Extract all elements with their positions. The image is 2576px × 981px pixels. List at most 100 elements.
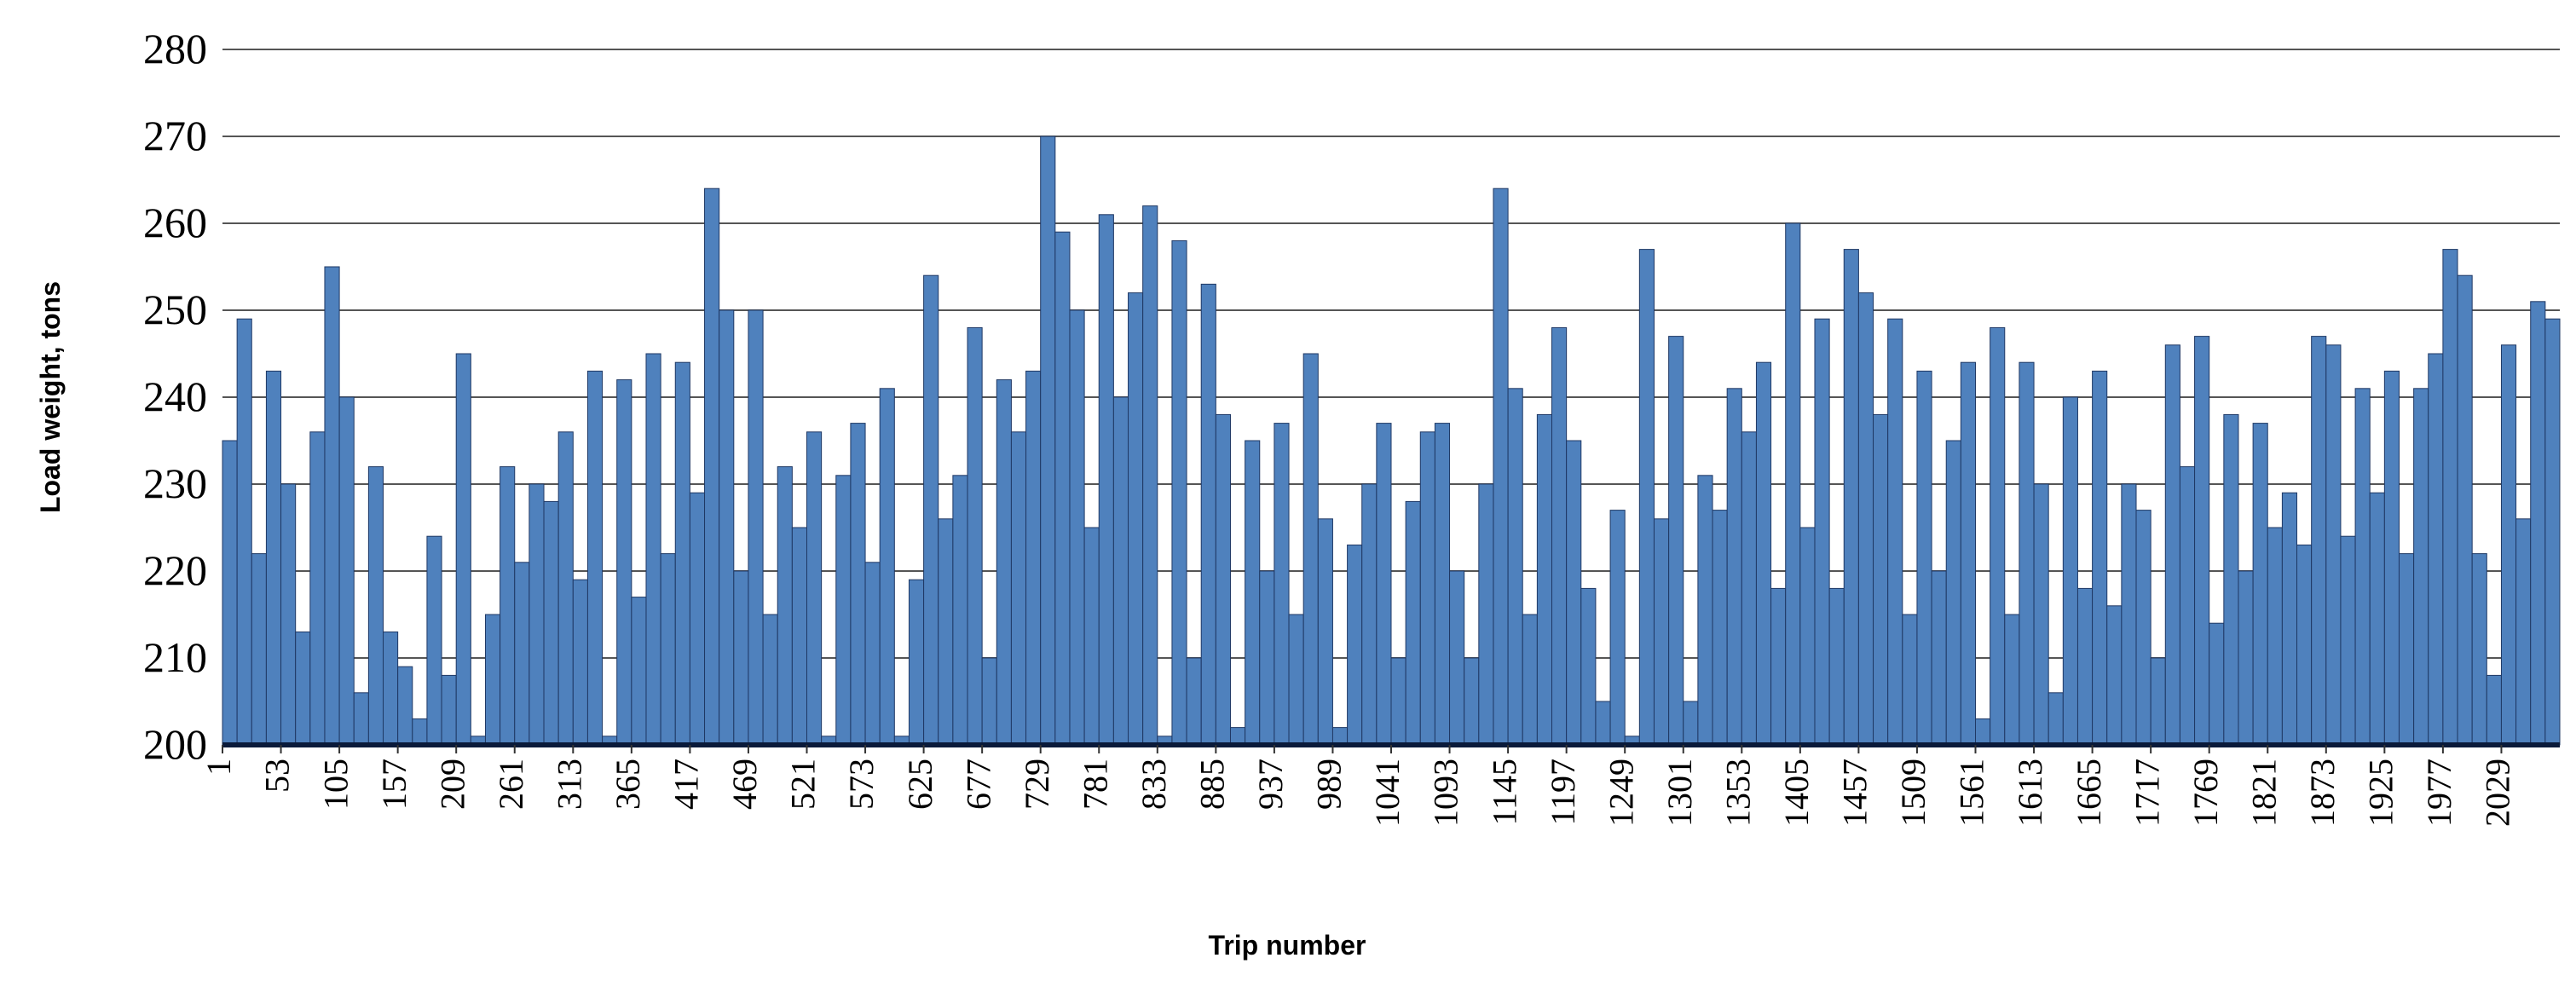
bar xyxy=(338,396,355,746)
x-tick-label: 937 xyxy=(1251,759,1290,810)
bar xyxy=(222,440,238,746)
bar xyxy=(674,361,690,746)
bar xyxy=(514,562,530,746)
x-tick-label: 1197 xyxy=(1544,759,1582,826)
bar xyxy=(1112,396,1129,746)
y-axis-title: Load weight, tons xyxy=(35,281,66,513)
bar xyxy=(791,527,807,746)
bar xyxy=(1025,370,1042,746)
bar xyxy=(645,353,661,746)
bar xyxy=(1390,657,1406,746)
bar xyxy=(879,388,895,746)
bar xyxy=(1069,309,1085,746)
bar xyxy=(1128,292,1144,746)
x-tick-label: 2029 xyxy=(2479,759,2517,827)
x-tick-label: 573 xyxy=(842,759,881,810)
y-tick-label: 280 xyxy=(143,25,207,72)
bar xyxy=(1566,440,1582,746)
bar xyxy=(1507,388,1523,746)
bar xyxy=(251,553,267,746)
bar xyxy=(1405,500,1421,746)
x-tick-label: 313 xyxy=(550,759,588,810)
bar xyxy=(2530,301,2546,746)
x-tick-label: 365 xyxy=(609,759,647,810)
bar xyxy=(2500,344,2517,746)
bar xyxy=(1010,431,1027,746)
bar xyxy=(2238,570,2254,746)
bar xyxy=(996,379,1012,746)
bar xyxy=(295,631,311,746)
x-axis-title: Trip number xyxy=(1209,930,1366,961)
bar xyxy=(1449,570,1465,746)
bar xyxy=(2135,510,2151,746)
bar xyxy=(1347,544,1363,746)
bar xyxy=(2471,553,2487,746)
x-tick-label: 677 xyxy=(959,759,997,810)
x-tick-label: 1405 xyxy=(1777,759,1816,827)
x-tick-label: 1769 xyxy=(2186,759,2225,827)
bar xyxy=(1887,318,1903,746)
bar xyxy=(2398,553,2415,746)
bar xyxy=(1536,413,1553,746)
y-tick-label: 240 xyxy=(143,372,207,420)
x-tick-label: 1249 xyxy=(1602,759,1640,827)
bar xyxy=(1274,423,1290,746)
x-tick-label: 1925 xyxy=(2362,759,2400,827)
bar xyxy=(1990,326,2006,746)
bar xyxy=(2076,587,2094,746)
bar xyxy=(1785,222,1801,746)
bar xyxy=(455,353,471,746)
bar xyxy=(1464,657,1480,746)
bar xyxy=(1770,587,1787,746)
bar xyxy=(1799,527,1816,746)
x-tick-label: 1457 xyxy=(1836,759,1874,827)
bar xyxy=(2354,388,2371,746)
bar xyxy=(2457,274,2473,746)
bar xyxy=(1595,701,1611,746)
bar xyxy=(572,579,588,746)
bar xyxy=(1288,614,1304,746)
bar xyxy=(1653,518,1670,746)
bar xyxy=(1186,657,1202,746)
bar xyxy=(1098,214,1114,746)
bar xyxy=(1434,423,1451,746)
x-tick-label: 1 xyxy=(199,759,238,776)
y-tick-label: 200 xyxy=(143,720,207,768)
x-tick-label: 53 xyxy=(258,759,297,793)
bar xyxy=(806,431,823,746)
bar xyxy=(236,318,252,746)
bar xyxy=(660,553,676,746)
x-tick-label: 157 xyxy=(375,759,413,810)
bar xyxy=(2369,492,2385,746)
bar xyxy=(2515,518,2532,746)
bar xyxy=(2048,692,2064,746)
x-tick-label: 1665 xyxy=(2070,759,2108,827)
bar xyxy=(1609,510,1626,746)
x-tick-label: 1873 xyxy=(2303,759,2342,827)
bar xyxy=(1361,483,1378,746)
bar xyxy=(1916,370,1932,746)
x-tick-label: 1717 xyxy=(2128,759,2166,827)
x-tick-label: 105 xyxy=(316,759,355,810)
bar xyxy=(835,475,852,746)
bar xyxy=(704,188,720,746)
bar xyxy=(2223,413,2239,746)
bar xyxy=(2019,361,2035,746)
bar xyxy=(397,666,413,746)
x-tick-label: 1093 xyxy=(1427,759,1465,827)
y-tick-label: 230 xyxy=(143,459,207,507)
bar xyxy=(1331,727,1349,746)
bar xyxy=(733,570,749,746)
bar xyxy=(1712,510,1728,746)
x-tick-label: 625 xyxy=(901,759,939,810)
bar xyxy=(981,657,997,746)
x-tick-label: 209 xyxy=(433,759,471,810)
bar xyxy=(265,370,282,746)
y-tick-label: 250 xyxy=(143,286,207,333)
bar xyxy=(441,674,457,746)
bar xyxy=(1668,336,1684,746)
bar xyxy=(1083,527,1100,746)
bar xyxy=(1814,318,1830,746)
bar xyxy=(2194,336,2210,746)
y-tick-label: 210 xyxy=(143,633,207,681)
